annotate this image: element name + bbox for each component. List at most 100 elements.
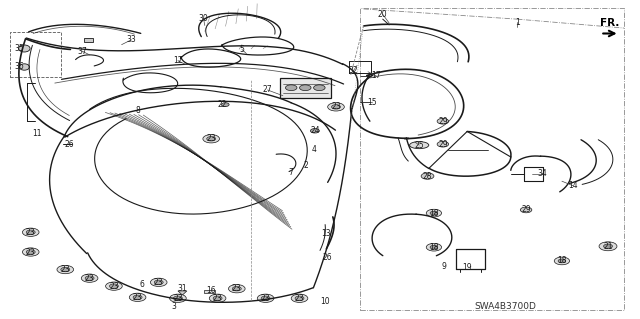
- Circle shape: [170, 294, 186, 302]
- Text: 23: 23: [132, 293, 143, 302]
- Text: 29: 29: [438, 117, 448, 126]
- Text: 11: 11: [33, 129, 42, 138]
- Text: 19: 19: [462, 263, 472, 272]
- Text: 31: 31: [177, 284, 188, 293]
- Circle shape: [437, 118, 449, 124]
- Text: 30: 30: [198, 14, 209, 23]
- Circle shape: [150, 278, 167, 286]
- Circle shape: [26, 250, 35, 254]
- Circle shape: [221, 103, 229, 107]
- Ellipse shape: [410, 142, 429, 149]
- Circle shape: [209, 294, 226, 302]
- Circle shape: [430, 245, 438, 249]
- Circle shape: [61, 267, 70, 272]
- Ellipse shape: [19, 45, 30, 52]
- Text: 2: 2: [303, 161, 308, 170]
- Text: SWA4B3700D: SWA4B3700D: [475, 302, 536, 311]
- Text: 25: 25: [414, 141, 424, 150]
- Ellipse shape: [19, 64, 29, 70]
- Circle shape: [314, 85, 325, 91]
- Circle shape: [203, 135, 220, 143]
- Circle shape: [328, 103, 344, 111]
- Polygon shape: [84, 38, 93, 42]
- Circle shape: [133, 295, 142, 300]
- Text: 23: 23: [232, 284, 242, 293]
- Text: 29: 29: [438, 140, 448, 149]
- Circle shape: [232, 286, 241, 291]
- Text: 27: 27: [262, 85, 273, 94]
- Text: 36: 36: [14, 63, 24, 71]
- Text: 21: 21: [604, 242, 612, 251]
- Polygon shape: [178, 291, 187, 295]
- Text: 10: 10: [320, 297, 330, 306]
- Circle shape: [437, 141, 449, 147]
- Text: 23: 23: [26, 228, 36, 237]
- Text: 8: 8: [135, 106, 140, 115]
- Circle shape: [106, 282, 122, 290]
- Text: 23: 23: [60, 265, 70, 274]
- Circle shape: [604, 244, 612, 249]
- Circle shape: [285, 85, 297, 91]
- Circle shape: [26, 230, 35, 234]
- Bar: [204, 290, 215, 293]
- Text: 23: 23: [26, 248, 36, 256]
- Circle shape: [129, 293, 146, 301]
- Text: 13: 13: [321, 229, 332, 238]
- Circle shape: [426, 243, 442, 251]
- Circle shape: [421, 173, 434, 179]
- Text: 23: 23: [206, 134, 216, 143]
- Text: 24: 24: [310, 126, 320, 135]
- Text: 23: 23: [260, 294, 271, 303]
- FancyBboxPatch shape: [280, 78, 331, 98]
- Text: 34: 34: [538, 169, 548, 178]
- Circle shape: [300, 85, 311, 91]
- Text: 4: 4: [311, 145, 316, 154]
- Text: 12: 12: [173, 56, 182, 65]
- Circle shape: [257, 294, 274, 302]
- Text: 20: 20: [378, 10, 388, 19]
- Text: 1: 1: [515, 18, 520, 27]
- Text: 23: 23: [109, 282, 119, 291]
- Text: 15: 15: [367, 98, 378, 107]
- Text: 22: 22: [218, 100, 227, 109]
- Text: 23: 23: [331, 102, 341, 111]
- Circle shape: [310, 129, 319, 133]
- Text: 18: 18: [429, 243, 438, 252]
- Circle shape: [295, 296, 304, 300]
- Circle shape: [22, 228, 39, 236]
- Text: 6: 6: [140, 280, 145, 289]
- Text: 14: 14: [568, 181, 578, 190]
- Text: 26: 26: [323, 253, 333, 262]
- Text: 18: 18: [429, 209, 438, 218]
- Text: 28: 28: [423, 172, 432, 181]
- Circle shape: [261, 296, 270, 300]
- Circle shape: [228, 285, 245, 293]
- Text: 26: 26: [64, 140, 74, 149]
- Text: 29: 29: [521, 205, 531, 214]
- Circle shape: [109, 284, 118, 288]
- Circle shape: [599, 242, 617, 251]
- Circle shape: [85, 276, 94, 280]
- Circle shape: [57, 265, 74, 274]
- Text: 3: 3: [172, 302, 177, 311]
- Text: 23: 23: [154, 278, 164, 287]
- Circle shape: [154, 280, 163, 285]
- Circle shape: [332, 105, 340, 109]
- Text: 35: 35: [14, 44, 24, 53]
- Text: 23: 23: [173, 294, 183, 303]
- Circle shape: [173, 296, 182, 300]
- Circle shape: [207, 137, 216, 141]
- Text: 18: 18: [557, 256, 566, 265]
- Circle shape: [520, 207, 532, 213]
- Text: FR.: FR.: [600, 18, 620, 28]
- Circle shape: [430, 211, 438, 215]
- Text: 23: 23: [294, 294, 305, 303]
- Text: 5: 5: [239, 45, 244, 54]
- Circle shape: [291, 294, 308, 302]
- Text: 16: 16: [206, 286, 216, 295]
- Circle shape: [554, 257, 570, 265]
- Circle shape: [213, 296, 222, 300]
- Text: 23: 23: [84, 274, 95, 283]
- Circle shape: [558, 259, 566, 263]
- Text: 32: 32: [348, 66, 358, 75]
